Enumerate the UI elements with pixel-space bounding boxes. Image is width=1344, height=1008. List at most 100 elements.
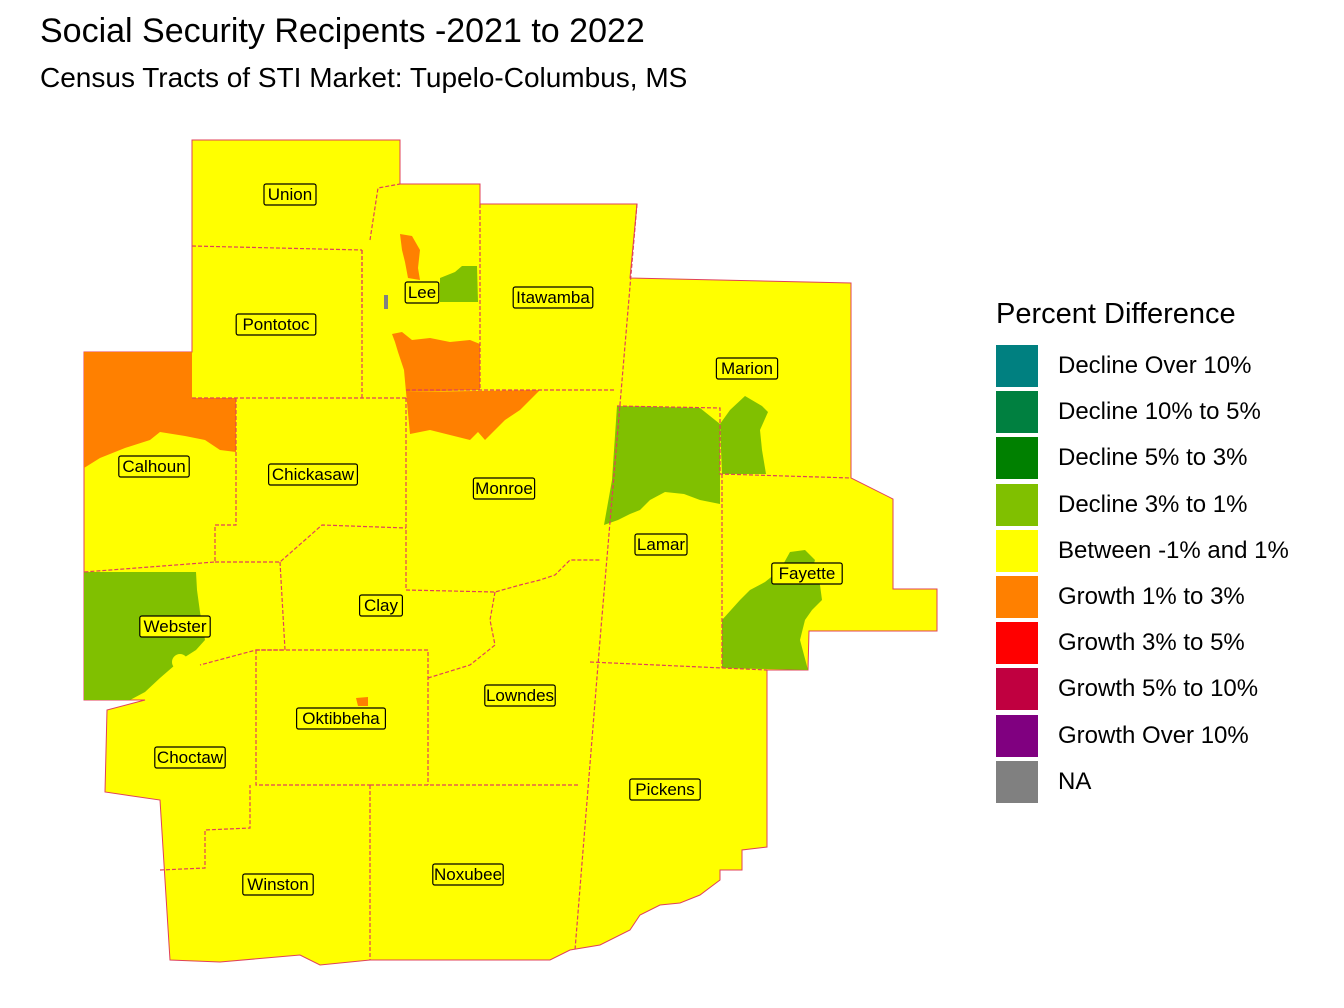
tract-lee-south <box>392 332 480 392</box>
growth-1-3-tracts <box>84 234 540 706</box>
county-name: Pickens <box>635 780 695 799</box>
county-label-chickasaw: Chickasaw <box>268 463 359 486</box>
tract-na <box>384 295 388 309</box>
county-label-marion: Marion <box>715 357 779 380</box>
county-label-box <box>154 746 226 769</box>
county-label-box <box>629 778 701 801</box>
county-labels: Union Lee Itawamba Pontotoc Marion Calhoun Chi… <box>118 183 843 896</box>
tract-lee-north <box>400 234 420 280</box>
county-label-box <box>242 873 314 896</box>
legend-label: Decline 10% to 5% <box>1058 398 1261 426</box>
boundary-clay-monroe <box>405 559 600 593</box>
county-label-box <box>263 183 317 206</box>
county-name: Winston <box>247 875 308 894</box>
county-label-calhoun: Calhoun <box>118 455 190 478</box>
legend-item: NA <box>996 759 1289 805</box>
legend-label: Decline 5% to 3% <box>1058 444 1248 472</box>
county-name: Monroe <box>475 479 533 498</box>
legend-label: Growth 5% to 10% <box>1058 675 1259 703</box>
county-label-monroe: Monroe <box>472 477 536 500</box>
map-subtitle: Census Tracts of STI Market: Tupelo-Colu… <box>40 62 688 93</box>
county-label-noxubee: Noxubee <box>432 863 504 886</box>
county-label-clay: Clay <box>359 594 404 617</box>
county-name: Choctaw <box>157 748 224 767</box>
county-label-union: Union <box>263 183 317 206</box>
map-title: Social Security Recipents -2021 to 2022 <box>40 12 645 50</box>
legend-swatch <box>996 622 1038 665</box>
county-name: Webster <box>144 617 207 636</box>
county-label-box <box>404 281 440 304</box>
county-name: Lamar <box>637 535 686 554</box>
county-label-box <box>296 707 387 730</box>
county-label-box <box>432 863 504 886</box>
county-name: Clay <box>364 596 399 615</box>
boundary-choctaw-winston <box>159 785 251 871</box>
county-boundaries <box>83 183 852 960</box>
market-area <box>83 139 938 966</box>
county-label-pickens: Pickens <box>629 778 701 801</box>
county-name: Lowndes <box>486 686 554 705</box>
between-islands <box>172 654 188 670</box>
legend-swatch <box>996 391 1038 434</box>
county-name: Calhoun <box>122 457 185 476</box>
boundary-marion-lamar <box>616 405 852 479</box>
boundary-calhoun-chickasaw <box>83 398 237 573</box>
county-name: Union <box>268 185 312 204</box>
legend-item: Decline 5% to 3% <box>996 435 1289 481</box>
boundary-union-pontotoc <box>191 245 363 251</box>
legend-label: Between -1% and 1% <box>1058 536 1289 564</box>
county-name: Fayette <box>779 564 836 583</box>
tract-lee-east <box>440 266 478 302</box>
legend-swatch <box>996 529 1038 572</box>
county-label-box <box>359 594 404 617</box>
county-label-webster: Webster <box>139 615 211 638</box>
county-label-box <box>472 477 536 500</box>
legend-item: Decline 3% to 1% <box>996 482 1289 528</box>
legend-label: Decline 3% to 1% <box>1058 490 1248 518</box>
boundary-chickasaw-clay <box>215 524 407 563</box>
county-label-fayette: Fayette <box>771 562 843 585</box>
legend-swatch <box>996 668 1038 711</box>
boundary-webster-oktibbeha <box>256 649 429 785</box>
webster-island <box>172 654 188 670</box>
county-label-box <box>139 615 211 638</box>
boundary-clay-lowndes <box>427 591 496 679</box>
county-label-box <box>512 286 594 309</box>
county-label-pontotoc: Pontotoc <box>235 313 317 336</box>
legend-title: Percent Difference <box>996 298 1236 330</box>
legend-item: Growth Over 10% <box>996 713 1289 759</box>
county-name: Noxubee <box>434 865 502 884</box>
legend-label: Growth Over 10% <box>1058 721 1249 749</box>
county-label-oktibbeha: Oktibbeha <box>296 707 387 730</box>
legend-swatch <box>996 714 1038 757</box>
legend-label: Growth 1% to 3% <box>1058 583 1245 611</box>
county-label-box <box>235 313 317 336</box>
county-name: Marion <box>721 359 773 378</box>
legend-item: Growth 5% to 10% <box>996 666 1289 712</box>
county-label-choctaw: Choctaw <box>154 746 226 769</box>
county-label-lee: Lee <box>404 281 440 304</box>
market-outline <box>83 139 938 966</box>
county-label-box <box>118 455 190 478</box>
legend-label: Growth 3% to 5% <box>1058 629 1245 657</box>
county-label-itawamba: Itawamba <box>512 286 594 309</box>
tract-calhoun-north <box>84 352 236 468</box>
legend-item: Growth 3% to 5% <box>996 620 1289 666</box>
legend-item: Decline 10% to 5% <box>996 389 1289 435</box>
county-label-box <box>484 684 556 707</box>
boundary-lamar-pickens <box>589 661 768 671</box>
county-label-box <box>715 357 779 380</box>
county-label-box <box>268 463 359 486</box>
choropleth-map: Union Lee Itawamba Pontotoc Marion Calhoun Chi… <box>83 139 938 966</box>
legend-label: Decline Over 10% <box>1058 352 1252 380</box>
tract-lamar-north <box>604 406 720 525</box>
county-label-box <box>771 562 843 585</box>
legend-items: Decline Over 10% Decline 10% to 5% Decline… <box>996 343 1289 805</box>
legend: Percent Difference Decline Over 10% Decli… <box>996 298 1289 805</box>
county-name: Lee <box>408 283 436 302</box>
tract-marion-south <box>720 396 768 474</box>
county-label-lowndes: Lowndes <box>484 684 556 707</box>
legend-item: Decline Over 10% <box>996 343 1289 389</box>
county-label-winston: Winston <box>242 873 314 896</box>
county-name: Oktibbeha <box>302 709 380 728</box>
